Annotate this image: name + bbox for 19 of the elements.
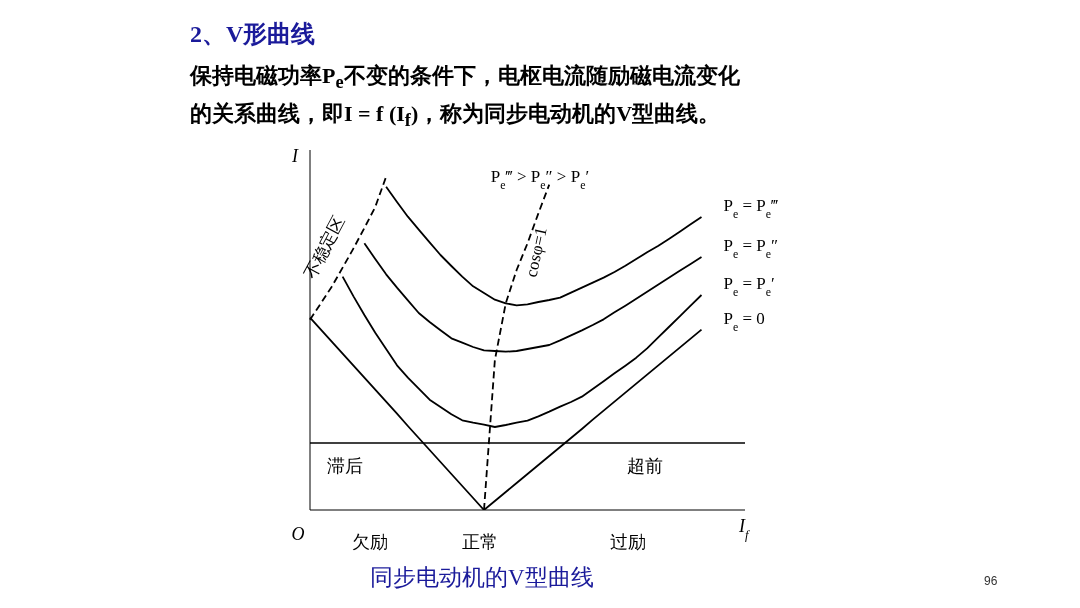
y-axis-title: I bbox=[291, 146, 299, 166]
text: 正常 bbox=[462, 532, 498, 552]
text: 欠励 bbox=[352, 532, 388, 552]
series-label: P$_{e}$ = 0 bbox=[723, 308, 765, 334]
chart-subtitle: 保持电磁功率P$_{e}$不变的条件下，电枢电流随励磁电流变化的关系曲线，即I = f (I$_{f}$)，称为同步电动机的V型曲线。 bbox=[190, 63, 740, 131]
text: O bbox=[291, 524, 305, 544]
series-label: P$_{e}$ = P$_{e}$‴ bbox=[723, 196, 779, 221]
chart-title: 2、V形曲线 bbox=[190, 21, 316, 47]
series-label: P$_{e}$ = P$_{e}$″ bbox=[723, 236, 779, 261]
annotation: 滞后 bbox=[327, 456, 363, 476]
text: 过励 bbox=[610, 532, 646, 552]
text: cosφ=1 bbox=[521, 225, 551, 279]
text: 同步电动机的V型曲线 bbox=[370, 565, 594, 590]
series-label: P$_{e}$ = P$_{e}$′ bbox=[723, 274, 775, 299]
annotation: P$_{e}$‴ > P$_{e}$″ > P$_{e}$′ bbox=[490, 167, 590, 192]
text: 96 bbox=[984, 574, 998, 588]
x-axis-title: I$_{f}$ bbox=[738, 516, 750, 542]
annotation: 超前 bbox=[627, 456, 663, 476]
text: 不稳定区 bbox=[300, 213, 349, 283]
